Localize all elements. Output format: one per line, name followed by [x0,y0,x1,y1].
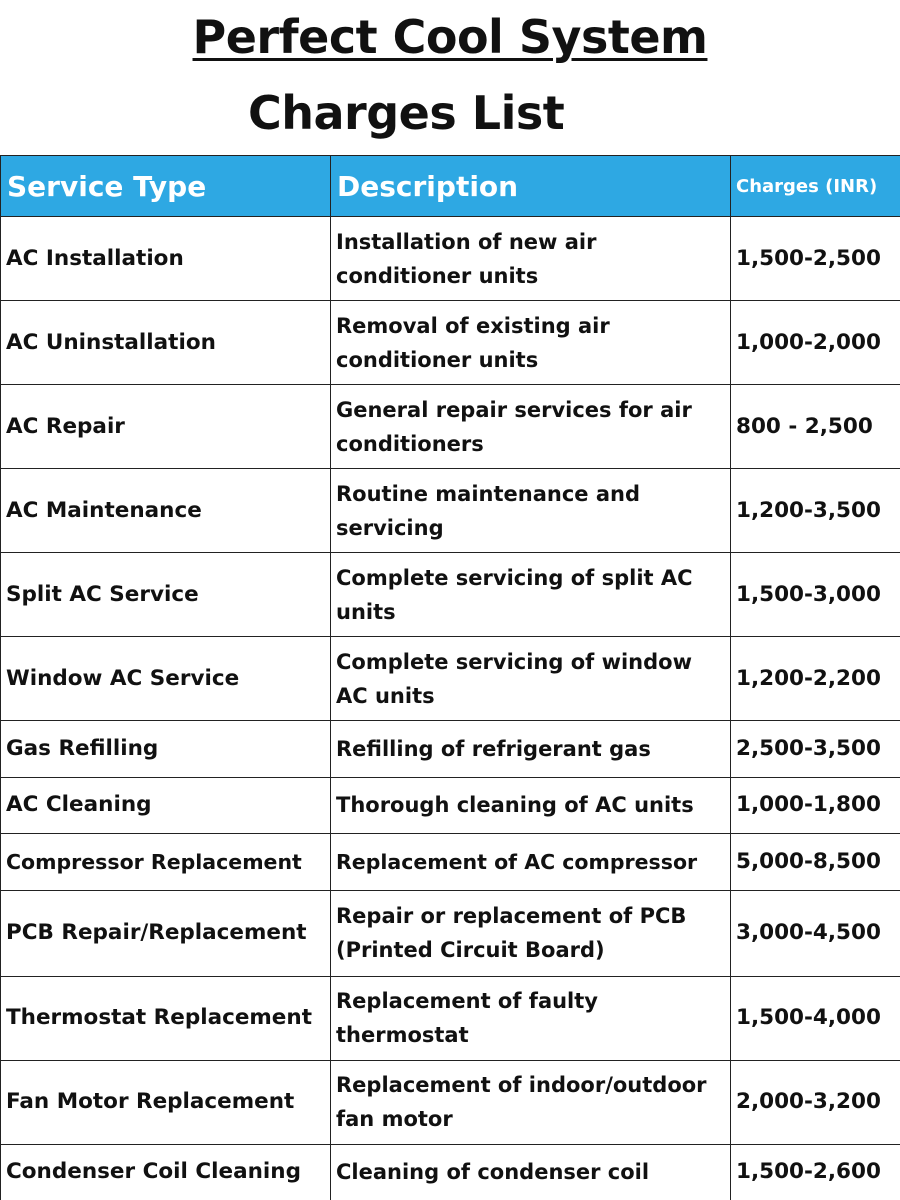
column-header-charges: Charges (INR) [730,155,900,217]
charges-cell: 1,500-2,600 [730,1143,900,1200]
description-cell: Replacement of indoor/outdoor fan motor [330,1059,731,1145]
service-cell: Compressor Replacement [0,833,331,891]
description-cell: General repair services for air conditio… [330,384,731,469]
charges-cell: 1,500-4,000 [730,975,900,1061]
charges-table: Service Type Description Charges (INR) A… [0,155,900,1200]
charges-cell: 1,500-3,000 [730,552,900,637]
table-row: Gas Refilling Refilling of refrigerant g… [0,720,900,778]
table-row: Condenser Coil Cleaning Cleaning of cond… [0,1143,900,1200]
description-cell: Repair or replacement of PCB (Printed Ci… [330,889,731,977]
table-row: Window AC Service Complete servicing of … [0,636,900,721]
charges-cell: 1,000-2,000 [730,300,900,385]
table-row: AC Installation Installation of new air … [0,216,900,301]
charges-cell: 3,000-4,500 [730,889,900,977]
table-header-row: Service Type Description Charges (INR) [0,155,900,217]
table-row: Thermostat Replacement Replacement of fa… [0,975,900,1061]
description-cell: Refilling of refrigerant gas [330,720,731,778]
description-cell: Thorough cleaning of AC units [330,776,731,834]
service-cell: Window AC Service [0,636,331,721]
table-row: AC Repair General repair services for ai… [0,384,900,469]
service-cell: Condenser Coil Cleaning [0,1143,331,1200]
service-cell: AC Installation [0,216,331,301]
table-row: Split AC Service Complete servicing of s… [0,552,900,637]
service-cell: AC Repair [0,384,331,469]
charges-cell: 1,000-1,800 [730,776,900,834]
charges-cell: 5,000-8,500 [730,833,900,891]
page-title: Perfect Cool System [0,8,900,66]
table-body: AC Installation Installation of new air … [0,216,900,1200]
service-cell: Fan Motor Replacement [0,1059,331,1145]
table-row: AC Cleaning Thorough cleaning of AC unit… [0,776,900,834]
table-row: AC Uninstallation Removal of existing ai… [0,300,900,385]
page-title-text: Perfect Cool System [192,10,708,64]
column-header-description: Description [330,155,731,217]
column-header-service-type: Service Type [0,155,331,217]
service-cell: Gas Refilling [0,720,331,778]
page-subtitle: Charges List [248,86,565,140]
description-cell: Complete servicing of window AC units [330,636,731,721]
table-row: Compressor Replacement Replacement of AC… [0,833,900,891]
charges-cell: 800 - 2,500 [730,384,900,469]
service-cell: AC Cleaning [0,776,331,834]
service-cell: AC Uninstallation [0,300,331,385]
charges-cell: 2,500-3,500 [730,720,900,778]
service-cell: Thermostat Replacement [0,975,331,1061]
service-cell: AC Maintenance [0,468,331,553]
charges-cell: 1,200-3,500 [730,468,900,553]
description-cell: Routine maintenance and servicing [330,468,731,553]
charges-cell: 1,200-2,200 [730,636,900,721]
service-cell: Split AC Service [0,552,331,637]
service-cell: PCB Repair/Replacement [0,889,331,977]
description-cell: Replacement of faulty thermostat [330,975,731,1061]
description-cell: Complete servicing of split AC units [330,552,731,637]
description-cell: Removal of existing air conditioner unit… [330,300,731,385]
description-cell: Replacement of AC compressor [330,833,731,891]
description-cell: Installation of new air conditioner unit… [330,216,731,301]
table-row: PCB Repair/Replacement Repair or replace… [0,889,900,977]
table-row: Fan Motor Replacement Replacement of ind… [0,1059,900,1145]
charges-cell: 1,500-2,500 [730,216,900,301]
table-row: AC Maintenance Routine maintenance and s… [0,468,900,553]
description-cell: Cleaning of condenser coil [330,1143,731,1200]
charges-cell: 2,000-3,200 [730,1059,900,1145]
